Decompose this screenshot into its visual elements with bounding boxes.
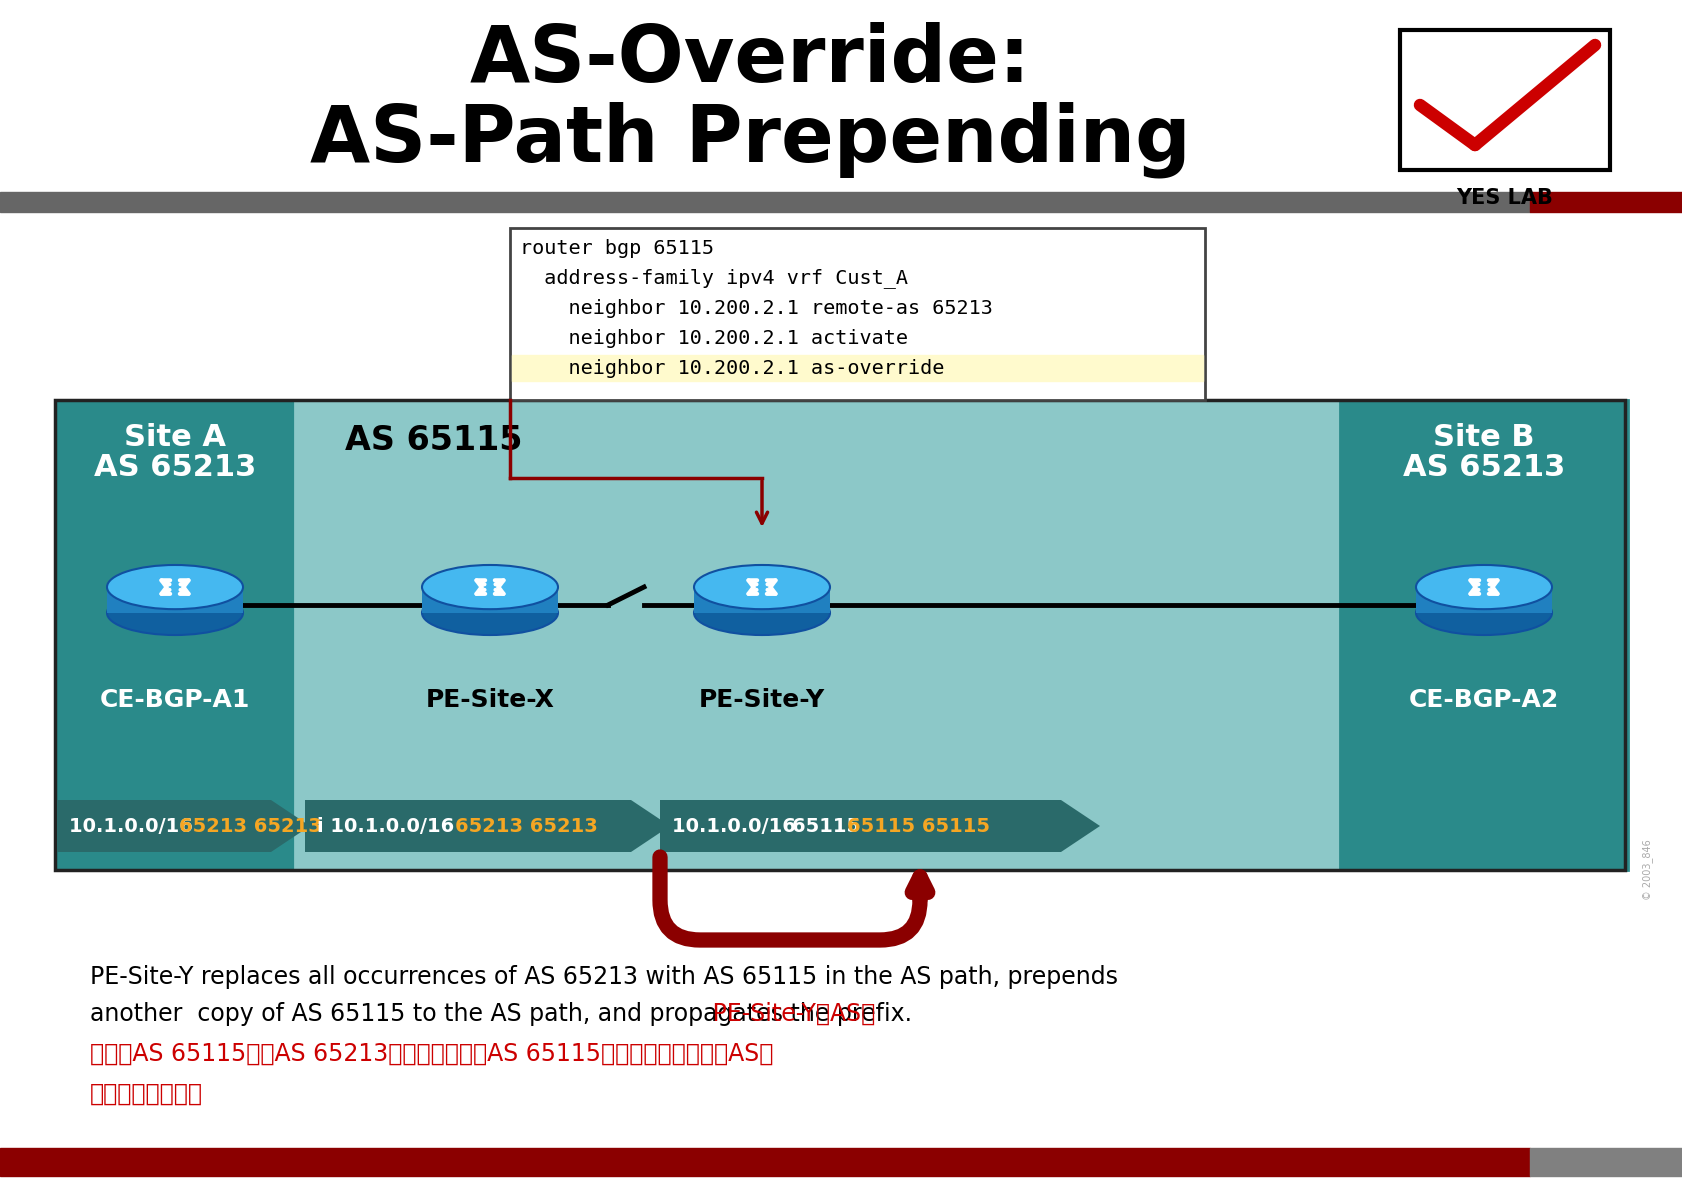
- Bar: [1399, 30, 1610, 170]
- Text: AS-Path Prepending: AS-Path Prepending: [309, 102, 1189, 178]
- Text: PE-Site-X: PE-Site-X: [426, 688, 553, 712]
- Text: AS-Override:: AS-Override:: [469, 21, 1029, 98]
- Text: another  copy of AS 65115 to the AS path, and propagates the prefix.: another copy of AS 65115 to the AS path,…: [89, 1002, 918, 1026]
- Bar: [1529, 1148, 1682, 1176]
- Text: 65213 65213: 65213 65213: [454, 816, 597, 835]
- Bar: [57, 800, 271, 852]
- Ellipse shape: [1415, 565, 1551, 609]
- Ellipse shape: [693, 565, 829, 609]
- Bar: [1339, 400, 1626, 870]
- Bar: [56, 400, 294, 870]
- Bar: [659, 800, 1060, 852]
- Ellipse shape: [108, 590, 242, 635]
- Ellipse shape: [108, 565, 242, 609]
- Text: 径中用AS 65115替换AS 65213的所有出现，将AS 65115的另一个副本添加到AS路: 径中用AS 65115替换AS 65213的所有出现，将AS 65115的另一个…: [89, 1042, 774, 1066]
- Text: CE-BGP-A2: CE-BGP-A2: [1408, 688, 1558, 712]
- Ellipse shape: [422, 565, 558, 609]
- Text: Site A: Site A: [124, 424, 225, 452]
- Bar: [511, 355, 1203, 381]
- Text: 65115 65115: 65115 65115: [846, 816, 989, 835]
- Bar: [304, 800, 631, 852]
- Bar: [294, 400, 1339, 870]
- Text: PE-Site-Y在AS路: PE-Site-Y在AS路: [89, 1002, 875, 1026]
- Bar: [693, 587, 829, 613]
- Polygon shape: [631, 800, 669, 852]
- FancyBboxPatch shape: [510, 228, 1204, 400]
- Text: PE-Site-Y replaces all occurrences of AS 65213 with AS 65115 in the AS path, pre: PE-Site-Y replaces all occurrences of AS…: [89, 965, 1117, 989]
- Bar: [0, 1148, 1529, 1176]
- Text: 65115: 65115: [791, 816, 866, 835]
- Text: CE-BGP-A1: CE-BGP-A1: [99, 688, 251, 712]
- Bar: [1415, 587, 1551, 613]
- Text: address-family ipv4 vrf Cust_A: address-family ipv4 vrf Cust_A: [520, 268, 908, 288]
- Text: AS 65115: AS 65115: [345, 424, 521, 457]
- Text: neighbor 10.200.2.1 activate: neighbor 10.200.2.1 activate: [520, 328, 908, 347]
- Polygon shape: [271, 800, 309, 852]
- Bar: [422, 587, 558, 613]
- Text: AS 65213: AS 65213: [1403, 453, 1564, 482]
- Text: neighbor 10.200.2.1 remote-as 65213: neighbor 10.200.2.1 remote-as 65213: [520, 299, 992, 318]
- Text: 10.1.0.0/16: 10.1.0.0/16: [671, 816, 809, 835]
- Text: 65213 65213: 65213 65213: [180, 816, 321, 835]
- Ellipse shape: [1415, 590, 1551, 635]
- Bar: [1529, 192, 1682, 212]
- Ellipse shape: [422, 590, 558, 635]
- Text: neighbor 10.200.2.1 as-override: neighbor 10.200.2.1 as-override: [520, 358, 944, 377]
- Bar: [108, 587, 242, 613]
- Polygon shape: [1060, 800, 1100, 852]
- Text: © 2003_846: © 2003_846: [1642, 840, 1652, 901]
- Text: PE-Site-Y: PE-Site-Y: [698, 688, 824, 712]
- Text: i 10.1.0.0/16: i 10.1.0.0/16: [316, 816, 468, 835]
- Ellipse shape: [693, 590, 829, 635]
- Text: 10.1.0.0/16: 10.1.0.0/16: [69, 816, 200, 835]
- Bar: [56, 400, 1625, 870]
- Text: YES LAB: YES LAB: [1455, 188, 1552, 208]
- Text: AS 65213: AS 65213: [94, 453, 256, 482]
- Text: 径，并传播前缀。: 径，并传播前缀。: [89, 1082, 204, 1106]
- Text: Site B: Site B: [1433, 424, 1534, 452]
- Text: router bgp 65115: router bgp 65115: [520, 238, 713, 257]
- Bar: [0, 192, 1529, 212]
